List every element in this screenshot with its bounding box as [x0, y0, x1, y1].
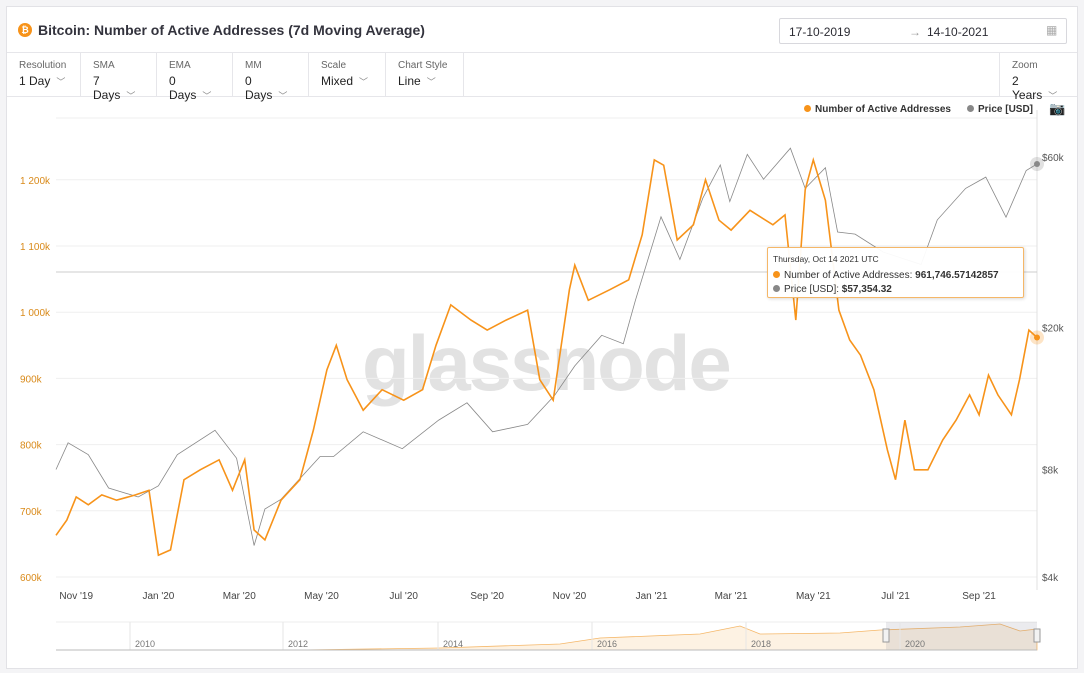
- navigator: 2010 2012 2014 2016 2018 2020: [56, 621, 1041, 651]
- left-axis-tick: 800k: [20, 441, 43, 452]
- price-line: [55, 147, 1038, 546]
- scale-dropdown[interactable]: Scale Mixed ﹀: [309, 53, 386, 97]
- camera-icon[interactable]: 📷: [1049, 101, 1066, 116]
- x-axis-tick: May '20: [304, 591, 339, 602]
- right-axis-tick: $60k: [1042, 153, 1065, 164]
- navigator-tick: 2020: [905, 639, 925, 649]
- right-axis-tick: $4k: [1042, 573, 1059, 584]
- left-axis-tick: 700k: [20, 507, 43, 518]
- legend-item-addresses[interactable]: Number of Active Addresses: [804, 104, 951, 115]
- x-axis-tick: Jul '20: [389, 591, 418, 602]
- page-title: Bitcoin: Number of Active Addresses (7d …: [38, 22, 425, 38]
- date-range-picker[interactable]: 17-10-2019 → 14-10-2021 ▦: [779, 18, 1067, 44]
- tooltip-dot: [773, 285, 780, 292]
- sma-label: SMA: [93, 60, 115, 71]
- chevron-down-icon: ﹀: [359, 77, 369, 87]
- legend-dot: [967, 105, 974, 112]
- chart-card: ₿ Bitcoin: Number of Active Addresses (7…: [6, 6, 1078, 669]
- left-axis-tick: 1 000k: [20, 308, 51, 319]
- ema-value: 0 Days: [169, 74, 197, 102]
- chart-style-value: Line: [398, 74, 421, 88]
- chevron-down-icon: ﹀: [1048, 91, 1058, 101]
- sma-dropdown[interactable]: SMA 7 Days ﹀: [81, 53, 157, 102]
- zoom-label: Zoom: [1012, 60, 1038, 71]
- x-axis-tick: May '21: [796, 591, 831, 602]
- x-axis-tick: Jan '20: [142, 591, 174, 602]
- header: ₿ Bitcoin: Number of Active Addresses (7…: [7, 7, 1077, 53]
- tooltip-value: $57,354.32: [841, 284, 892, 295]
- legend-dot: [804, 105, 811, 112]
- tooltip-value: 961,746.57142857: [915, 270, 999, 281]
- x-axis-tick: Jan '21: [636, 591, 668, 602]
- chart-style-dropdown[interactable]: Chart Style Line ﹀: [386, 53, 464, 97]
- tooltip-date: Thursday, Oct 14 2021 UTC: [773, 254, 879, 264]
- watermark: glassnode: [362, 319, 732, 407]
- active-addresses-line: [55, 156, 1038, 557]
- navigator-handle[interactable]: [1033, 628, 1041, 643]
- chevron-down-icon: ﹀: [202, 91, 212, 101]
- navigator-tick: 2010: [135, 639, 155, 649]
- navigator-handle[interactable]: [882, 628, 890, 643]
- legend-label: Number of Active Addresses: [815, 104, 951, 115]
- navigator-tick: 2016: [597, 639, 617, 649]
- navigator-tick: 2012: [288, 639, 308, 649]
- x-axis-tick: Jul '21: [881, 591, 910, 602]
- zoom-dropdown[interactable]: Zoom 2 Years ﹀: [999, 53, 1079, 102]
- x-axis-tick: Mar '21: [715, 591, 748, 602]
- navigator-selection: [886, 622, 1037, 650]
- navigator-tick: 2018: [751, 639, 771, 649]
- left-axis-tick: 600k: [20, 573, 43, 584]
- bitcoin-logo-icon: ₿: [18, 23, 32, 37]
- mm-value: 0 Days: [245, 74, 273, 102]
- tooltip: Thursday, Oct 14 2021 UTC Number of Acti…: [767, 247, 1024, 298]
- scale-label: Scale: [321, 60, 347, 71]
- navigator-series: [56, 623, 1038, 651]
- mm-dropdown[interactable]: MM 0 Days ﹀: [233, 53, 309, 102]
- right-axis-tick: $8k: [1042, 466, 1059, 477]
- resolution-label: Resolution: [19, 60, 67, 71]
- price-line-hover-point: [1034, 161, 1040, 168]
- mm-label: MM: [245, 60, 262, 71]
- x-axis-tick: Sep '21: [962, 591, 996, 602]
- date-from[interactable]: 17-10-2019: [789, 25, 851, 39]
- tooltip-dot: [773, 271, 780, 278]
- left-axis-tick: 1 200k: [20, 176, 51, 187]
- scale-value: Mixed: [321, 74, 354, 88]
- resolution-dropdown[interactable]: Resolution 1 Day ﹀: [7, 53, 81, 97]
- active-addresses-line-hover-point: [1034, 334, 1040, 341]
- x-axis-tick: Sep '20: [470, 591, 504, 602]
- sma-value: 7 Days: [93, 74, 121, 102]
- date-to[interactable]: 14-10-2021: [927, 25, 989, 39]
- chart-style-label: Chart Style: [398, 60, 448, 71]
- right-axis-tick: $20k: [1042, 323, 1065, 334]
- chevron-down-icon: ﹀: [126, 91, 136, 101]
- controls-bar: Resolution 1 Day ﹀ SMA 7 Days ﹀ EMA 0 Days ﹀ M…: [7, 53, 1079, 102]
- calendar-icon[interactable]: ▦: [1046, 23, 1058, 37]
- tooltip-label: Number of Active Addresses:: [784, 270, 916, 281]
- left-axis-tick: 900k: [20, 374, 43, 385]
- chevron-down-icon: ﹀: [56, 77, 66, 87]
- tooltip-label: Price [USD]:: [784, 284, 842, 295]
- x-axis-tick: Nov '19: [59, 591, 93, 602]
- chevron-down-icon: ﹀: [278, 91, 288, 101]
- ema-dropdown[interactable]: EMA 0 Days ﹀: [157, 53, 233, 102]
- chevron-down-icon: ﹀: [426, 77, 436, 87]
- arrow-icon: →: [909, 25, 921, 39]
- x-axis-tick: Mar '20: [223, 591, 256, 602]
- resolution-value: 1 Day: [19, 74, 51, 88]
- navigator-tick: 2014: [443, 639, 463, 649]
- legend-item-price[interactable]: Price [USD]: [967, 104, 1033, 115]
- left-axis-tick: 1 100k: [20, 242, 51, 253]
- x-axis-tick: Nov '20: [553, 591, 587, 602]
- zoom-value: 2 Years: [1012, 74, 1043, 102]
- legend-label: Price [USD]: [978, 104, 1034, 115]
- ema-label: EMA: [169, 60, 191, 71]
